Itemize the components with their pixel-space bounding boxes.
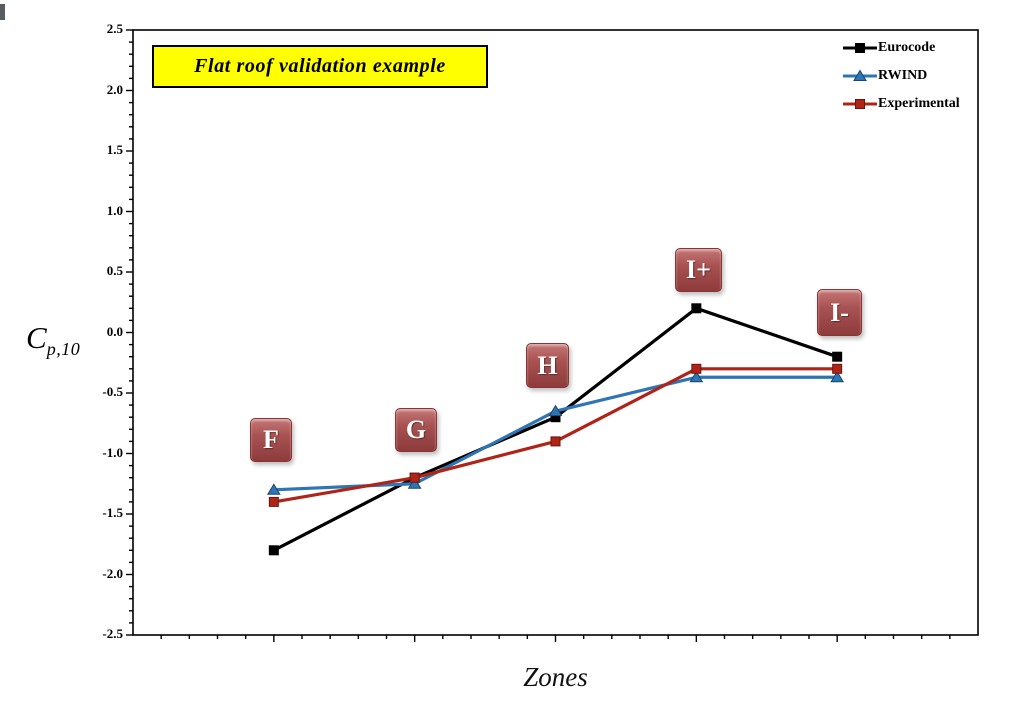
y-tick-label-1.0: 1.0 (106, 202, 123, 218)
marker-rwind-H (548, 404, 563, 417)
marker-rwind-I+ (689, 370, 704, 383)
chart-title-box: Flat roof validation example (152, 45, 488, 88)
zone-label-g: G (395, 408, 437, 452)
y-tick-label--1.5: -1.5 (102, 505, 123, 520)
y-axis-title: Cp,10 (26, 320, 80, 360)
legend-swatch-svg (843, 99, 877, 109)
marker-experimental-I+ (691, 363, 702, 374)
y-tick-label-0.0: 0.0 (106, 323, 123, 339)
marker-eurocode-I- (832, 351, 843, 362)
chart-title: Flat roof validation example (194, 55, 446, 77)
zone-label-f-text: F (263, 425, 279, 454)
y-tick-label-2.0: 2.0 (106, 81, 123, 97)
zone-label-g-text: G (405, 415, 427, 444)
y-tick-label-0.5: 0.5 (106, 263, 123, 278)
legend: Eurocode RWIND Experimental (843, 34, 960, 118)
legend-swatch-marker-rwind (853, 69, 867, 81)
marker-eurocode-I+ (691, 303, 702, 314)
y-axis-title-subscript: p,10 (46, 339, 81, 359)
legend-item-eurocode: Eurocode (843, 34, 960, 62)
legend-label-eurocode: Eurocode (878, 40, 936, 55)
zone-label-h-text: H (537, 350, 558, 380)
series-eurocode (268, 303, 843, 556)
legend-item-rwind: RWIND (843, 62, 960, 90)
zone-label-h: H (526, 343, 569, 388)
zone-label-i-plus: I+ (675, 248, 722, 292)
series-line-experimental (273, 367, 838, 504)
legend-swatch-svg (843, 43, 877, 53)
x-axis-title: Zones (523, 662, 588, 692)
marker-experimental-G (409, 472, 420, 483)
series-rwind (266, 370, 845, 495)
legend-label-rwind: RWIND (878, 68, 928, 83)
legend-swatch-svg (843, 69, 877, 81)
marker-rwind-G (407, 477, 422, 489)
y-tick-label-1.5: 1.5 (106, 142, 123, 157)
legend-marker-eurocode-icon (843, 41, 877, 55)
series-experimental (268, 363, 843, 507)
legend-swatch-marker-experimental (855, 99, 865, 109)
legend-marker-rwind-icon (843, 69, 877, 83)
marker-experimental-F (268, 496, 279, 507)
y-axis-title-symbol: C (26, 320, 47, 355)
screenshot-artifact (0, 4, 5, 20)
legend-label-experimental: Experimental (878, 96, 960, 111)
zone-label-f: F (250, 418, 292, 462)
y-tick-label--2.5: -2.5 (102, 626, 123, 641)
legend-swatch-marker-eurocode (855, 43, 865, 53)
marker-experimental-I- (832, 363, 843, 374)
y-tick-label--1.0: -1.0 (102, 444, 123, 460)
marker-experimental-H (550, 436, 561, 447)
legend-item-experimental: Experimental (843, 90, 960, 118)
y-tick-label-2.5: 2.5 (106, 21, 123, 36)
marker-rwind-F (266, 483, 281, 495)
zone-label-i-minus: I- (817, 289, 862, 336)
y-tick-label--2.0: -2.0 (102, 565, 123, 581)
marker-rwind-I- (830, 370, 845, 383)
zone-label-i-plus-text: I+ (686, 255, 711, 284)
legend-marker-experimental-icon (843, 97, 877, 111)
y-tick-label--0.5: -0.5 (102, 384, 123, 399)
series-line-rwind (273, 375, 838, 492)
marker-eurocode-F (268, 545, 279, 556)
zone-label-i-minus-text: I- (830, 297, 849, 327)
